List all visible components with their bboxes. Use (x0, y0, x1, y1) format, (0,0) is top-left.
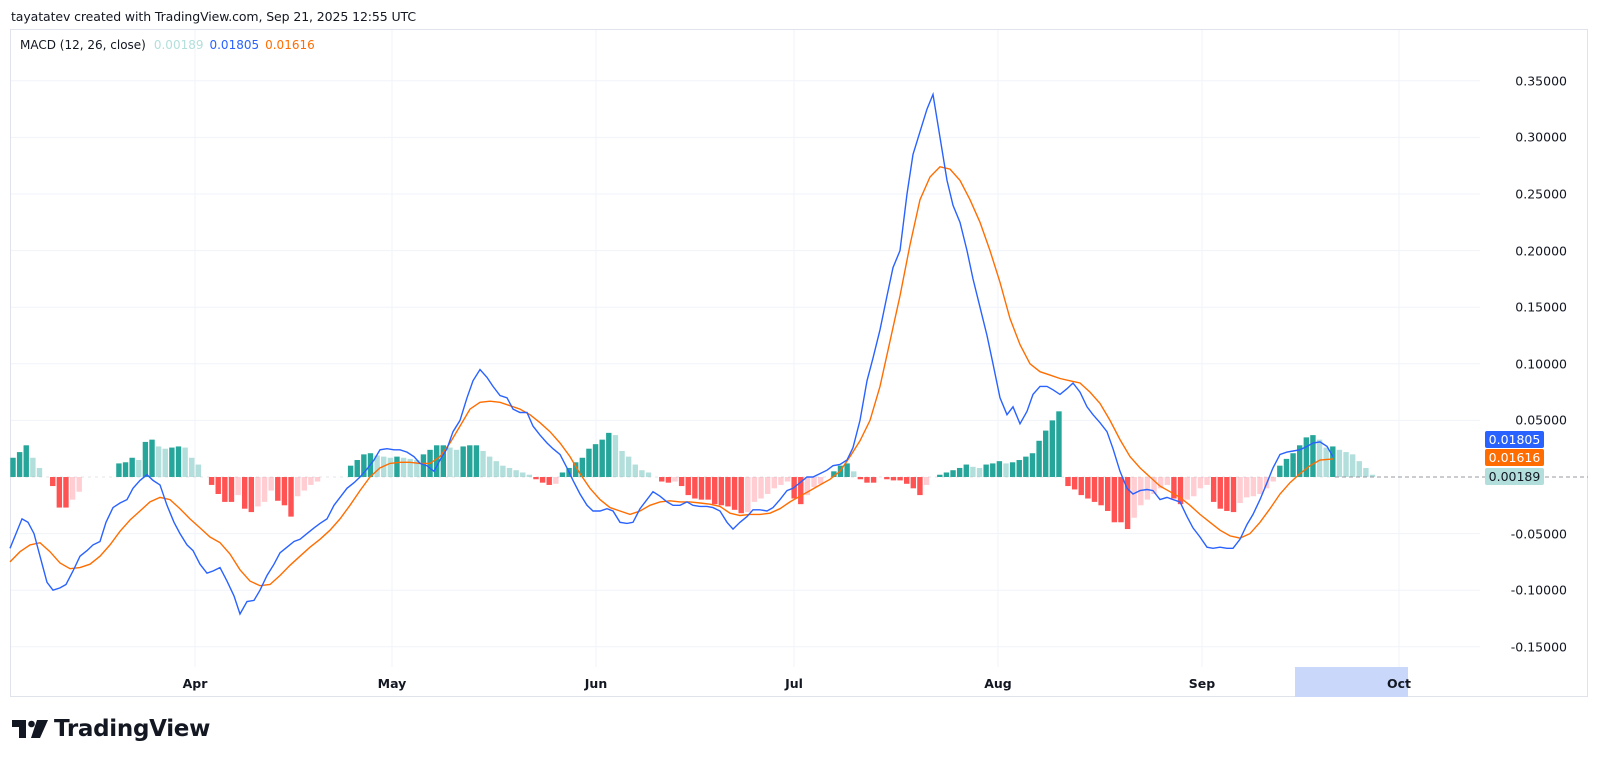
y-axis-label: 0.35000 (1515, 73, 1567, 89)
macd-line (9, 91, 1334, 616)
y-axis-label: -0.10000 (1510, 582, 1567, 598)
chart-credit: tayatatev created with TradingView.com, … (11, 9, 416, 24)
chart-frame (10, 29, 1588, 697)
y-axis-label: 0.30000 (1515, 129, 1567, 145)
y-axis-label: -0.15000 (1510, 639, 1567, 655)
tradingview-wordmark: TradingView (54, 716, 211, 742)
y-axis-label: 0.05000 (1515, 412, 1567, 428)
grid-lines (11, 30, 1480, 667)
time-range-highlight (1295, 667, 1408, 697)
y-axis-label: 0.25000 (1515, 186, 1567, 202)
signal-price-tag: 0.01616 (1485, 449, 1544, 466)
macd-histogram (10, 411, 1376, 530)
tradingview-logo[interactable]: TradingView (12, 716, 210, 742)
x-axis-label: May (377, 676, 407, 691)
x-axis-label: Aug (984, 676, 1012, 691)
x-axis-label: Jul (785, 676, 803, 691)
indicator-name: MACD (12, 26, close) (20, 38, 146, 52)
legend-macd-value: 0.01805 (209, 38, 260, 52)
legend-histogram-value: 0.00189 (153, 38, 204, 52)
macd-price-tag: 0.01805 (1485, 431, 1544, 448)
signal-line (9, 166, 1334, 587)
x-axis-label: Sep (1188, 676, 1216, 691)
legend-signal-value: 0.01616 (265, 38, 315, 52)
x-axis-label: Oct (1386, 676, 1412, 691)
histogram-price-tag: 0.00189 (1485, 468, 1544, 485)
y-axis-label: -0.05000 (1510, 526, 1567, 542)
y-axis-label: 0.20000 (1515, 243, 1567, 259)
x-axis-label: Jun (584, 676, 608, 691)
tradingview-logo-icon (12, 720, 48, 738)
indicator-legend[interactable]: MACD (12, 26, close) 0.00189 0.01805 0.0… (20, 38, 315, 52)
y-axis-label: 0.10000 (1515, 356, 1567, 372)
y-axis-label: 0.15000 (1515, 299, 1567, 315)
x-axis-label: Apr (182, 676, 208, 691)
